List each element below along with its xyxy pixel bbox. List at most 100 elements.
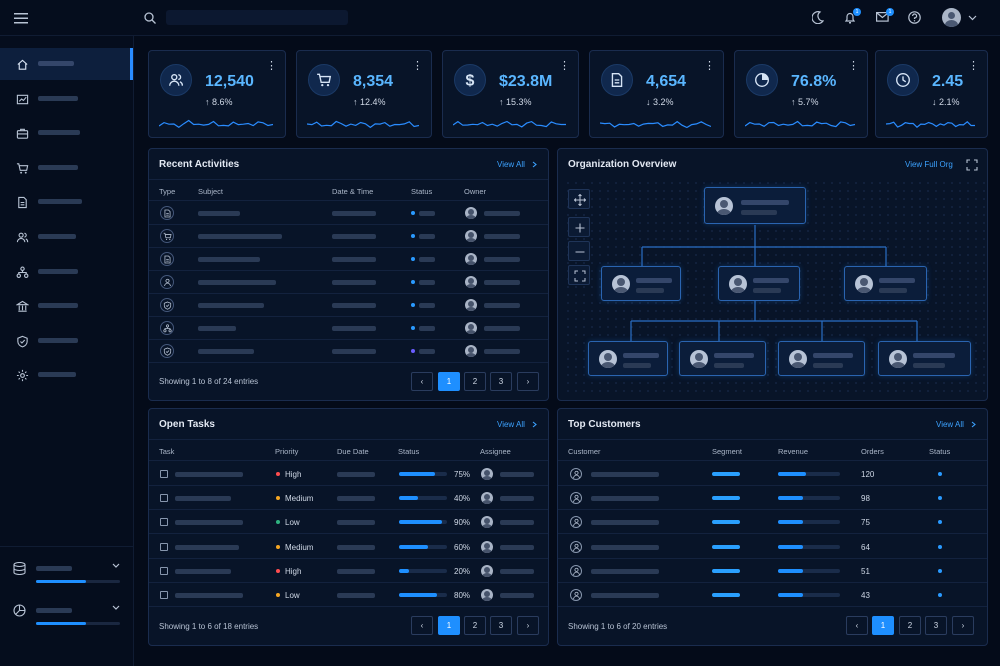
more-options-icon[interactable]: ⋮ (412, 60, 423, 72)
segment-bar (712, 496, 740, 501)
sidebar-item-cart[interactable] (0, 152, 133, 184)
view-all-link[interactable]: View All (497, 160, 537, 169)
chevron-down-icon[interactable] (112, 605, 120, 611)
page-1-button[interactable]: 1 (438, 372, 460, 391)
more-options-icon[interactable]: ⋮ (848, 60, 859, 72)
next-page-button[interactable]: › (952, 616, 974, 635)
chevron-down-icon[interactable] (112, 563, 120, 569)
prev-page-button[interactable]: ‹ (411, 372, 433, 391)
table-row[interactable] (149, 225, 548, 248)
org-node-manager[interactable] (844, 266, 927, 301)
org-node-employee[interactable] (679, 341, 766, 376)
table-row[interactable]: 64 (558, 535, 987, 559)
sidebar-item-shield[interactable] (0, 325, 133, 357)
view-all-link[interactable]: View All (936, 420, 976, 429)
panel-title: Open Tasks (159, 419, 215, 430)
chevron-down-icon[interactable] (968, 15, 977, 21)
org-node-manager[interactable] (718, 266, 800, 301)
org-node-employee[interactable] (878, 341, 971, 376)
page-1-button[interactable]: 1 (872, 616, 894, 635)
moon-icon[interactable] (812, 11, 824, 24)
org-node-manager[interactable] (601, 266, 681, 301)
table-row[interactable] (149, 248, 548, 271)
node-role (813, 363, 843, 368)
search-icon[interactable] (144, 12, 156, 24)
orders-value: 75 (861, 518, 870, 528)
stat-card[interactable]: $ $23.8M ↑ 15.3% ⋮ (442, 50, 579, 138)
table-row[interactable] (149, 271, 548, 294)
sidebar-item-org[interactable] (0, 256, 133, 288)
table-row[interactable]: Medium 40% (149, 486, 548, 511)
task-checkbox[interactable] (160, 566, 168, 575)
more-options-icon[interactable]: ⋮ (266, 60, 277, 72)
page-3-button[interactable]: 3 (925, 616, 947, 635)
more-options-icon[interactable]: ⋮ (968, 60, 979, 72)
more-options-icon[interactable]: ⋮ (704, 60, 715, 72)
page-2-button[interactable]: 2 (464, 616, 486, 635)
table-row[interactable]: 75 (558, 510, 987, 535)
task-checkbox[interactable] (160, 470, 168, 478)
zoom-out-button[interactable] (568, 241, 590, 261)
org-node-ceo[interactable] (704, 187, 806, 224)
sidebar (0, 36, 134, 666)
sidebar-item-document[interactable] (0, 186, 133, 218)
sidebar-item-users[interactable] (0, 221, 133, 253)
help-icon[interactable] (908, 11, 921, 24)
next-page-button[interactable]: › (517, 372, 539, 391)
view-all-link[interactable]: View All (497, 420, 537, 429)
avatar[interactable] (942, 8, 961, 27)
cart-icon (16, 163, 29, 174)
sidebar-item-home[interactable] (0, 48, 133, 80)
prev-page-button[interactable]: ‹ (846, 616, 868, 635)
stat-card[interactable]: 76.8% ↑ 5.7% ⋮ (734, 50, 868, 138)
table-row[interactable]: Low 90% (149, 510, 548, 535)
org-node-employee[interactable] (588, 341, 668, 376)
page-2-button[interactable]: 2 (899, 616, 921, 635)
page-3-button[interactable]: 3 (490, 616, 512, 635)
column-header: Segment (712, 447, 743, 456)
table-row[interactable]: Medium 60% (149, 535, 548, 559)
table-row[interactable]: 51 (558, 559, 987, 583)
task-checkbox[interactable] (160, 591, 168, 599)
stat-card[interactable]: 8,354 ↑ 12.4% ⋮ (296, 50, 432, 138)
org-node-employee[interactable] (778, 341, 865, 376)
next-page-button[interactable]: › (517, 616, 539, 635)
table-row[interactable]: 43 (558, 583, 987, 607)
task-checkbox[interactable] (160, 518, 168, 527)
sidebar-item-gear[interactable] (0, 359, 133, 391)
view-full-org-link[interactable]: View Full Org (905, 160, 953, 169)
sidebar-item-bank[interactable] (0, 290, 133, 322)
sidebar-widget-usage[interactable] (0, 602, 133, 638)
page-1-button[interactable]: 1 (438, 616, 460, 635)
sidebar-item-chart[interactable] (0, 83, 133, 115)
fit-button[interactable] (568, 265, 590, 285)
table-row[interactable]: 120 (558, 462, 987, 486)
table-row[interactable]: Low 80% (149, 583, 548, 607)
search-input[interactable] (166, 10, 348, 25)
table-row[interactable]: High 20% (149, 559, 548, 583)
table-row[interactable]: High 75% (149, 462, 548, 486)
zoom-in-button[interactable] (568, 217, 590, 237)
table-row[interactable]: 98 (558, 486, 987, 511)
more-options-icon[interactable]: ⋮ (559, 60, 570, 72)
task-checkbox[interactable] (160, 542, 168, 551)
table-row[interactable] (149, 202, 548, 225)
sidebar-item-briefcase[interactable] (0, 117, 133, 149)
prev-page-button[interactable]: ‹ (411, 616, 433, 635)
stat-card[interactable]: 12,540 ↑ 8.6% ⋮ (148, 50, 286, 138)
expand-icon[interactable] (966, 159, 978, 171)
menu-icon[interactable] (14, 12, 28, 24)
status-placeholder (419, 303, 435, 308)
pan-button[interactable] (568, 189, 590, 209)
table-row[interactable] (149, 294, 548, 317)
sidebar-widget-storage[interactable] (0, 560, 133, 596)
task-checkbox[interactable] (160, 494, 168, 503)
stat-card[interactable]: 2.45 ↓ 2.1% ⋮ (875, 50, 988, 138)
stat-card[interactable]: 4,654 ↓ 3.2% ⋮ (589, 50, 724, 138)
page-2-button[interactable]: 2 (464, 372, 486, 391)
table-row[interactable] (149, 340, 548, 363)
org-chart-canvas[interactable] (564, 179, 987, 397)
bell-icon[interactable] (844, 11, 856, 24)
table-row[interactable] (149, 317, 548, 340)
page-3-button[interactable]: 3 (490, 372, 512, 391)
